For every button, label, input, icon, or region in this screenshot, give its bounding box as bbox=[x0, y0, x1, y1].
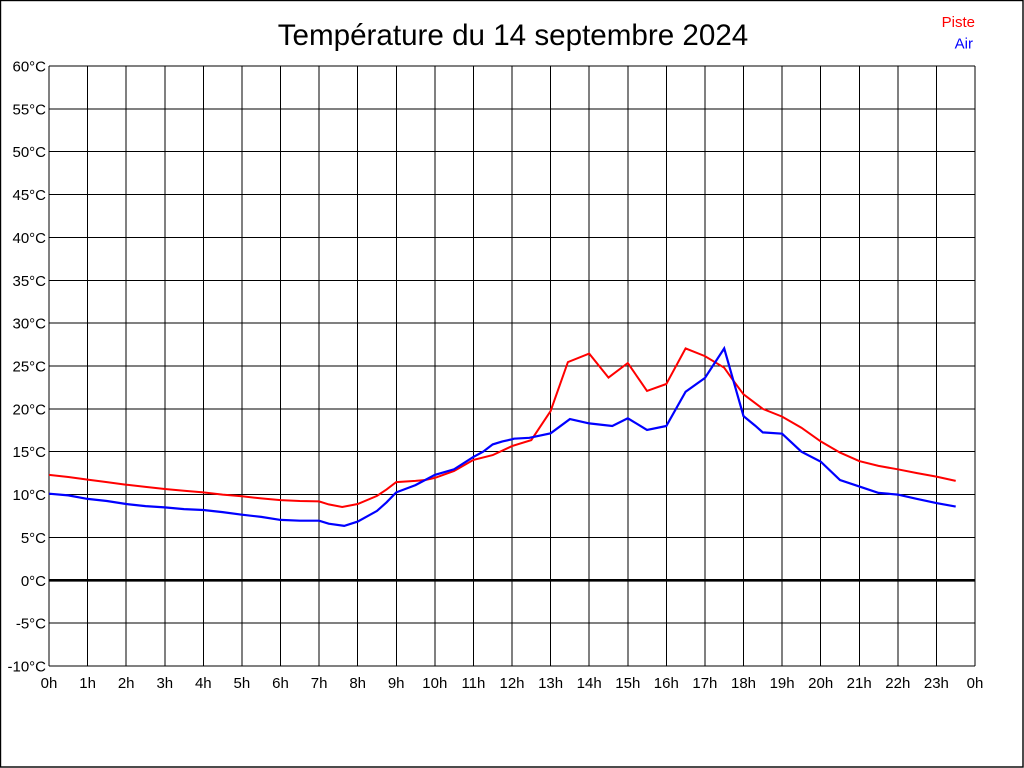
svg-text:10°C: 10°C bbox=[12, 487, 46, 504]
svg-text:14h: 14h bbox=[577, 675, 602, 692]
svg-text:50°C: 50°C bbox=[12, 144, 46, 161]
svg-text:55°C: 55°C bbox=[12, 101, 46, 118]
svg-text:0°C: 0°C bbox=[21, 573, 46, 590]
svg-text:0h: 0h bbox=[967, 675, 984, 692]
svg-text:1h: 1h bbox=[79, 675, 96, 692]
svg-text:20°C: 20°C bbox=[12, 401, 46, 418]
svg-text:18h: 18h bbox=[731, 675, 756, 692]
svg-text:4h: 4h bbox=[195, 675, 212, 692]
svg-text:0h: 0h bbox=[41, 675, 58, 692]
svg-text:17h: 17h bbox=[692, 675, 717, 692]
svg-text:22h: 22h bbox=[885, 675, 910, 692]
svg-text:15°C: 15°C bbox=[12, 444, 46, 461]
svg-text:30°C: 30°C bbox=[12, 316, 46, 333]
svg-text:25°C: 25°C bbox=[12, 359, 46, 376]
svg-text:12h: 12h bbox=[499, 675, 524, 692]
svg-text:Température du 14 septembre 20: Température du 14 septembre 2024 bbox=[278, 19, 749, 52]
svg-text:2h: 2h bbox=[118, 675, 135, 692]
svg-text:Piste: Piste bbox=[942, 14, 975, 31]
svg-text:13h: 13h bbox=[538, 675, 563, 692]
svg-text:9h: 9h bbox=[388, 675, 405, 692]
svg-text:45°C: 45°C bbox=[12, 187, 46, 204]
svg-text:60°C: 60°C bbox=[12, 59, 46, 76]
svg-text:40°C: 40°C bbox=[12, 230, 46, 247]
svg-text:8h: 8h bbox=[349, 675, 366, 692]
svg-text:6h: 6h bbox=[272, 675, 289, 692]
svg-text:11h: 11h bbox=[461, 675, 485, 692]
svg-text:23h: 23h bbox=[924, 675, 949, 692]
svg-text:20h: 20h bbox=[808, 675, 833, 692]
svg-text:5°C: 5°C bbox=[21, 530, 46, 547]
svg-text:7h: 7h bbox=[311, 675, 328, 692]
svg-text:-5°C: -5°C bbox=[16, 616, 46, 633]
svg-text:-10°C: -10°C bbox=[7, 659, 46, 676]
svg-text:35°C: 35°C bbox=[12, 273, 46, 290]
svg-text:19h: 19h bbox=[770, 675, 795, 692]
svg-text:16h: 16h bbox=[654, 675, 679, 692]
svg-text:Air: Air bbox=[955, 36, 973, 53]
svg-text:3h: 3h bbox=[156, 675, 173, 692]
svg-text:21h: 21h bbox=[847, 675, 872, 692]
svg-text:5h: 5h bbox=[234, 675, 251, 692]
svg-text:10h: 10h bbox=[422, 675, 447, 692]
svg-text:15h: 15h bbox=[615, 675, 640, 692]
